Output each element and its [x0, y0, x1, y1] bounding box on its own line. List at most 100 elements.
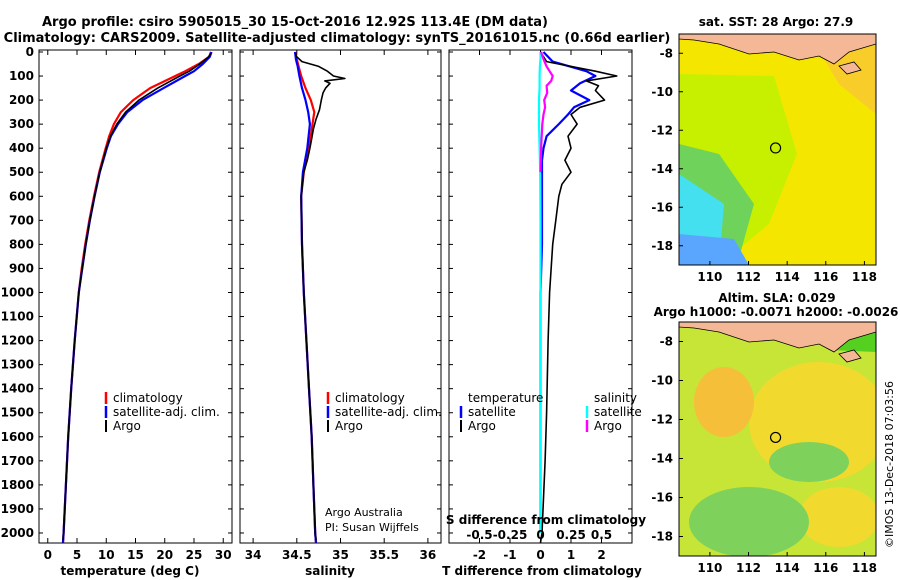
series-line-s-satellite — [537, 52, 542, 533]
legend-label-argo: Argo — [113, 419, 141, 433]
pressure-tick-label: 1400 — [1, 382, 34, 396]
pressure-tick-label: 900 — [9, 261, 34, 275]
lon-tick-label: 112 — [736, 270, 761, 284]
difference-x2label: S difference from climatology — [446, 513, 646, 527]
lat-tick-label: -8 — [660, 335, 673, 349]
lon-tick-label: 118 — [852, 561, 877, 575]
temperature-panel-frame — [38, 49, 233, 544]
pressure-tick-label: 800 — [9, 237, 34, 251]
pressure-tick-label: 1500 — [1, 406, 34, 420]
lat-tick-label: -18 — [651, 239, 673, 253]
sst-map: 110 112 114 116 118 -8 -10 -12 -14 -16 -18 — [651, 33, 877, 284]
title-line-2: Climatology: CARS2009. Satellite-adjuste… — [4, 31, 671, 46]
salinity-xlabel: salinity — [305, 564, 355, 578]
legend-label-t-argo: Argo — [468, 419, 496, 433]
lon-tick-label: 112 — [736, 561, 761, 575]
series-line-climatology — [61, 51, 212, 543]
pressure-tick-label: 1800 — [1, 478, 34, 492]
temperature-legend: climatology satellite-adj. clim. Argo — [104, 391, 220, 433]
lat-tick-label: -12 — [651, 123, 673, 137]
pressure-tick-label: 600 — [9, 189, 34, 203]
lon-tick-label: 114 — [775, 270, 800, 284]
x-tick-label: 5 — [73, 548, 81, 562]
sst-map-title: sat. SST: 28 Argo: 27.9 — [699, 15, 853, 29]
lon-tick-label: 116 — [813, 270, 838, 284]
series-group — [61, 51, 213, 543]
lat-tick-label: -18 — [651, 530, 673, 544]
pressure-tick-label: 0 — [26, 45, 34, 59]
sla-field-patch — [689, 487, 809, 556]
pressure-tick-label: 1300 — [1, 358, 34, 372]
sla-field-patch — [769, 442, 849, 482]
lat-tick-label: -12 — [651, 413, 673, 427]
map-field — [679, 322, 876, 556]
temperature-panel: 0 5 10 15 20 25 30 — [44, 50, 232, 562]
x-tick-label: 35.5 — [369, 548, 399, 562]
x2-tick-label: 0.5 — [591, 528, 612, 542]
lat-tick-label: -14 — [651, 162, 673, 176]
x2-tick-label: -0.25 — [493, 528, 528, 542]
series-line-argo — [62, 52, 212, 541]
sla-map-title-2: Argo h1000: -0.0071 h2000: -0.0026 — [654, 305, 899, 319]
x-tick-label: 2 — [597, 548, 605, 562]
lat-tick-label: -10 — [651, 85, 673, 99]
legend-label-satellite: satellite-adj. clim. — [113, 405, 220, 419]
x-tick-label: 0 — [536, 548, 544, 562]
legend-label-s-argo: Argo — [594, 419, 622, 433]
legend-label-t-satellite: satellite — [468, 405, 516, 419]
pressure-tick-label: 200 — [9, 93, 34, 107]
salinity-panel: 34 34.5 35 35.5 36 — [245, 50, 436, 562]
temperature-xlabel: temperature (deg C) — [61, 564, 200, 578]
x-tick-label: 1 — [567, 548, 575, 562]
lon-tick-label: 110 — [697, 561, 722, 575]
lat-tick-label: -16 — [651, 200, 673, 214]
series-line-t-argo — [539, 51, 618, 543]
land-island — [838, 61, 862, 75]
difference-panel: -2 -1 0 1 2 -0.5 -0.25 0 0.25 0.5 — [466, 50, 618, 562]
legend-label-s-satellite: satellite — [594, 405, 642, 419]
map-field — [679, 34, 876, 265]
sla-field-patch — [799, 487, 876, 547]
x-tick-label: 25 — [186, 548, 203, 562]
sla-map-title-1: Altim. SLA: 0.029 — [718, 291, 835, 305]
sla-field-patch — [694, 367, 754, 437]
imos-credit: ©IMOS 13-Dec-2018 07:03:56 — [883, 381, 896, 548]
x-tick-label: 0 — [44, 548, 52, 562]
map-frame — [678, 33, 877, 266]
map-frame — [678, 321, 877, 557]
difference-xlabel: T difference from climatology — [442, 564, 642, 578]
legend-label-climatology: climatology — [113, 391, 183, 405]
x-tick-label: 36 — [420, 548, 437, 562]
x-tick-label: 15 — [127, 548, 144, 562]
series-group — [294, 51, 346, 543]
title-line-1: Argo profile: csiro 5905015_30 15-Oct-20… — [42, 15, 548, 30]
float-position-marker — [769, 142, 782, 154]
x-tick-label: 10 — [98, 548, 115, 562]
pressure-tick-label: 500 — [9, 165, 34, 179]
sst-field-patch — [679, 234, 749, 265]
pressure-tick-label: 100 — [9, 69, 34, 83]
lon-tick-label: 118 — [852, 270, 877, 284]
series-line-satellite-adj-clim- — [61, 51, 213, 543]
lon-tick-label: 116 — [813, 561, 838, 575]
pressure-tick-label: 1000 — [1, 285, 34, 299]
legend-label-satellite: satellite-adj. clim. — [335, 405, 442, 419]
pressure-tick-label: 2000 — [1, 526, 34, 540]
pressure-tick-label: 1600 — [1, 430, 34, 444]
series-group — [537, 51, 618, 543]
x-tick-label: -2 — [473, 548, 486, 562]
x2-tick-label: 0 — [536, 528, 544, 542]
pressure-axis: 0 100 200 300 400 500 600 700 800 900 1000 1100 1200… — [1, 45, 632, 540]
pressure-tick-label: 1200 — [1, 334, 34, 348]
pressure-tick-label: 1900 — [1, 502, 34, 516]
land-mass — [679, 322, 876, 353]
salinity-legend: climatology satellite-adj. clim. Argo — [326, 391, 442, 433]
series-line-t-satellite — [539, 51, 597, 533]
x-tick-label: 35 — [332, 548, 349, 562]
x-tick-label: 34 — [245, 548, 262, 562]
lon-tick-label: 110 — [697, 270, 722, 284]
x-tick-label: -1 — [503, 548, 516, 562]
land-mass — [679, 34, 876, 65]
